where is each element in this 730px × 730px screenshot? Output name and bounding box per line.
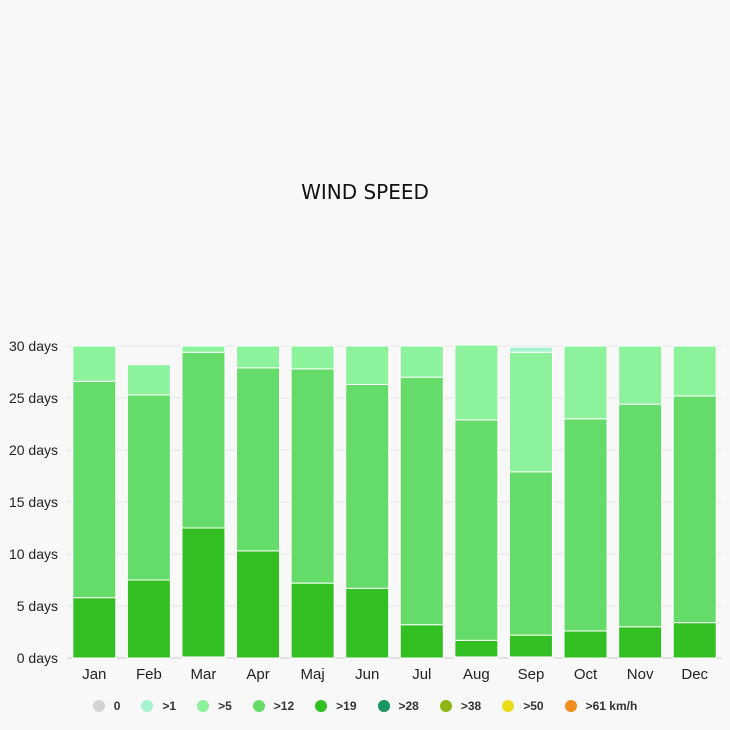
bar-segment[interactable] <box>563 418 608 632</box>
bar-segment[interactable] <box>290 582 335 659</box>
bar-segment[interactable] <box>618 403 663 628</box>
bar-segment[interactable] <box>508 471 553 636</box>
legend-item[interactable]: >50 <box>502 699 544 713</box>
bar-segment[interactable] <box>345 587 390 659</box>
legend-item[interactable]: 0 <box>92 699 121 713</box>
bar-segment[interactable] <box>290 345 335 370</box>
x-tick-label: Aug <box>463 666 490 683</box>
legend-marker <box>92 700 105 712</box>
legend-label: >38 <box>460 699 482 713</box>
bar-segment[interactable] <box>236 367 281 552</box>
bar-segment[interactable] <box>618 626 663 659</box>
bar-segment[interactable] <box>181 345 226 353</box>
legend-marker <box>252 700 265 712</box>
chart-plot: 0 days 5 days 10 days 15 days 20 days 25 days… <box>9 338 722 683</box>
bar-segment[interactable] <box>672 395 717 624</box>
bar-segment[interactable] <box>563 630 608 659</box>
x-tick-label: Dec <box>681 666 708 683</box>
bar-segment[interactable] <box>181 351 226 529</box>
y-tick-label: 5 days <box>17 598 58 614</box>
bar-segment[interactable] <box>508 346 553 353</box>
bar-segment[interactable] <box>345 345 390 385</box>
bar-segment[interactable] <box>72 380 117 599</box>
legend-marker <box>315 700 328 712</box>
x-tick-label: Jun <box>355 666 379 683</box>
bar-segment[interactable] <box>672 345 717 397</box>
bar-segment[interactable] <box>399 345 444 378</box>
bar-segment[interactable] <box>181 527 226 658</box>
x-tick-label: Apr <box>246 666 269 683</box>
bar-segment[interactable] <box>236 345 281 369</box>
legend-item[interactable]: >28 <box>377 699 419 713</box>
legend-marker <box>564 700 577 712</box>
bar-segment[interactable] <box>290 368 335 584</box>
legend-marker <box>502 700 515 712</box>
x-tick-label: Nov <box>627 666 654 683</box>
legend-label: 0 <box>113 699 121 713</box>
bar-segment[interactable] <box>236 550 281 659</box>
legend-item[interactable]: >12 <box>252 699 295 713</box>
bar-segment[interactable] <box>672 622 717 659</box>
bar-segment[interactable] <box>72 597 117 659</box>
legend-item[interactable]: >1 <box>141 699 176 713</box>
x-tick-label: Sep <box>518 666 545 683</box>
legend: 0 >1 >5 >12 >19 >28 >38 >50 >61 km/h <box>0 696 730 716</box>
x-tick-label: Feb <box>136 666 162 683</box>
legend-item[interactable]: >19 <box>315 699 357 713</box>
legend-marker <box>141 700 154 712</box>
bar-segment[interactable] <box>126 394 171 581</box>
legend-marker <box>439 700 452 712</box>
legend-label: >61 km/h <box>585 699 638 713</box>
x-tick-label: Jul <box>412 666 431 683</box>
chart-title: WIND SPEED <box>301 180 429 204</box>
y-axis-ticks: 0 days 5 days 10 days 15 days 20 days 25 days… <box>9 338 58 666</box>
legend-label: >19 <box>336 699 357 713</box>
bar-segment[interactable] <box>454 344 499 421</box>
bar-segment[interactable] <box>345 383 390 589</box>
legend-marker <box>377 700 390 712</box>
legend-item[interactable]: >61 km/h <box>564 699 638 713</box>
bar-segment[interactable] <box>454 639 499 658</box>
bars <box>72 344 717 659</box>
y-tick-label: 0 days <box>17 650 58 666</box>
legend-item[interactable]: >5 <box>197 699 232 713</box>
x-axis-ticks: Jan Feb Mar Apr Maj Jun Jul Aug Sep Oct Nov Dec <box>82 666 708 683</box>
bar-segment[interactable] <box>399 376 444 626</box>
bar-segment[interactable] <box>454 419 499 641</box>
x-tick-label: Mar <box>191 666 217 683</box>
bar-segment[interactable] <box>126 364 171 396</box>
legend-label: >50 <box>523 699 544 713</box>
bar-segment[interactable] <box>399 624 444 659</box>
y-tick-label: 15 days <box>9 494 58 510</box>
bar-segment[interactable] <box>618 345 663 405</box>
y-tick-label: 25 days <box>9 390 58 406</box>
y-tick-label: 20 days <box>9 442 58 458</box>
legend-label: >28 <box>398 699 419 713</box>
y-tick-label: 30 days <box>9 338 58 354</box>
x-tick-label: Oct <box>574 666 598 683</box>
legend-item[interactable]: >38 <box>439 699 482 713</box>
bar-segment[interactable] <box>508 351 553 473</box>
grid-lines <box>67 345 722 659</box>
legend-label: >12 <box>273 699 295 713</box>
x-tick-label: Maj <box>301 666 325 683</box>
bar-segment[interactable] <box>72 345 117 382</box>
y-tick-label: 10 days <box>9 546 58 562</box>
bar-segment[interactable] <box>563 345 608 420</box>
bar-segment[interactable] <box>126 579 171 659</box>
legend-label: >1 <box>162 699 177 713</box>
legend-marker <box>197 700 210 712</box>
bar-segment[interactable] <box>508 634 553 658</box>
legend-label: >5 <box>218 699 232 713</box>
x-tick-label: Jan <box>82 666 106 683</box>
